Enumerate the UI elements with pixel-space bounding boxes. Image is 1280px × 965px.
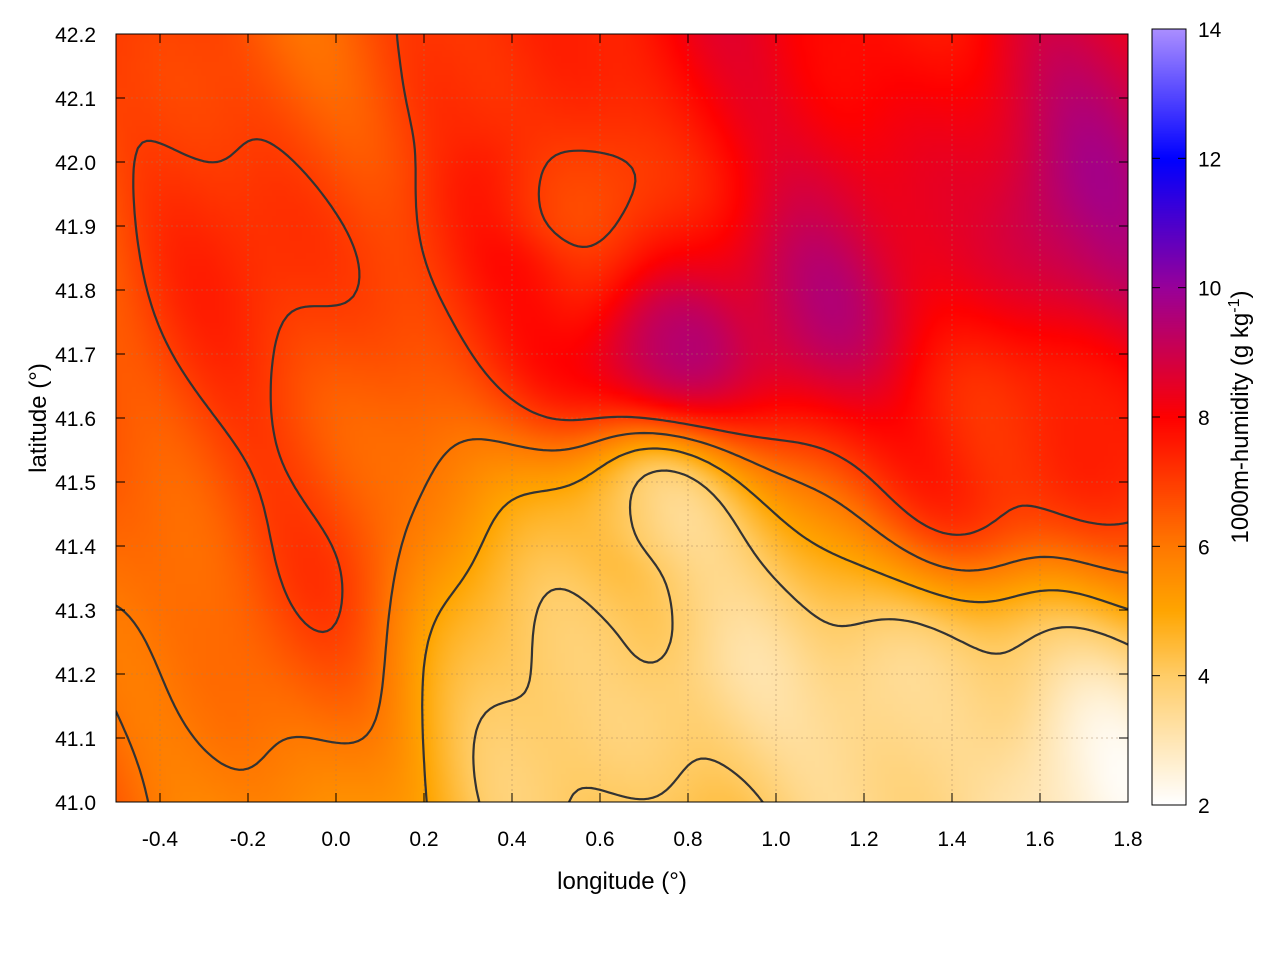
x-tick-label: 1.6	[1025, 828, 1054, 851]
colorbar-tick-label: 6	[1198, 536, 1210, 559]
x-tick-label: 0.0	[321, 828, 350, 851]
y-tick-label: 41.9	[55, 216, 96, 239]
colorbar-tick-label: 2	[1198, 795, 1210, 818]
y-tick-label: 41.8	[55, 280, 96, 303]
y-tick-label: 41.4	[55, 536, 96, 559]
colorbar: 2 4 6 8 10 12 14 1000m-humidity (g kg-1)	[1151, 19, 1254, 818]
contour-line-5	[421, 447, 1128, 802]
plot-area	[116, 34, 1128, 802]
contour-line-4	[472, 469, 1128, 802]
y-tick-label: 42.1	[55, 88, 96, 111]
y-tick-label: 41.5	[55, 472, 96, 495]
colorbar-label-exponent: -1	[1226, 298, 1243, 312]
colorbar-tick-label: 4	[1198, 666, 1210, 689]
contour-line-6	[116, 431, 1128, 802]
y-tick-label: 41.2	[55, 664, 96, 687]
x-tick-label: 0.8	[673, 828, 702, 851]
x-tick-label: 1.2	[849, 828, 878, 851]
x-tick-label: 0.4	[497, 828, 527, 851]
y-axis-label: latitude (°)	[25, 363, 52, 473]
x-axis-ticks: -0.4 -0.2 0.0 0.2 0.4 0.6 0.8 1.0 1.2 1.4 1.6 1.8	[142, 34, 1143, 851]
contour-line-7	[132, 34, 1128, 634]
colorbar-tick-label: 14	[1198, 19, 1222, 42]
y-tick-label: 41.1	[55, 728, 96, 751]
x-tick-label: 1.0	[761, 828, 790, 851]
y-tick-label: 42.2	[55, 24, 96, 47]
y-tick-label: 42.0	[55, 152, 96, 175]
x-axis-label: longitude (°)	[557, 868, 687, 895]
x-tick-label: 0.6	[585, 828, 614, 851]
colorbar-tick-label: 12	[1198, 148, 1221, 171]
colorbar-label-main: 1000m-humidity (g kg	[1227, 313, 1254, 544]
colorbar-tick-label: 8	[1198, 407, 1210, 430]
humidity-contours	[116, 34, 1128, 802]
colorbar-label-end: )	[1227, 291, 1254, 299]
x-tick-label: 1.4	[937, 828, 967, 851]
y-tick-label: 41.0	[55, 792, 96, 815]
y-tick-label: 41.3	[55, 600, 96, 623]
x-tick-label: 0.2	[409, 828, 438, 851]
colorbar-label: 1000m-humidity (g kg-1)	[1226, 291, 1254, 544]
x-tick-label: 1.8	[1113, 828, 1142, 851]
y-axis-ticks: 41.0 41.1 41.2 41.3 41.4 41.5 41.6 41.7 41.8 41.9…	[55, 24, 1128, 815]
colorbar-tick-label: 10	[1198, 278, 1221, 301]
x-tick-label: -0.2	[230, 828, 266, 851]
y-tick-label: 41.7	[55, 344, 96, 367]
y-tick-label: 41.6	[55, 408, 96, 431]
colorbar-ticks: 2 4 6 8 10 12 14	[1152, 19, 1222, 818]
x-tick-label: -0.4	[142, 828, 179, 851]
